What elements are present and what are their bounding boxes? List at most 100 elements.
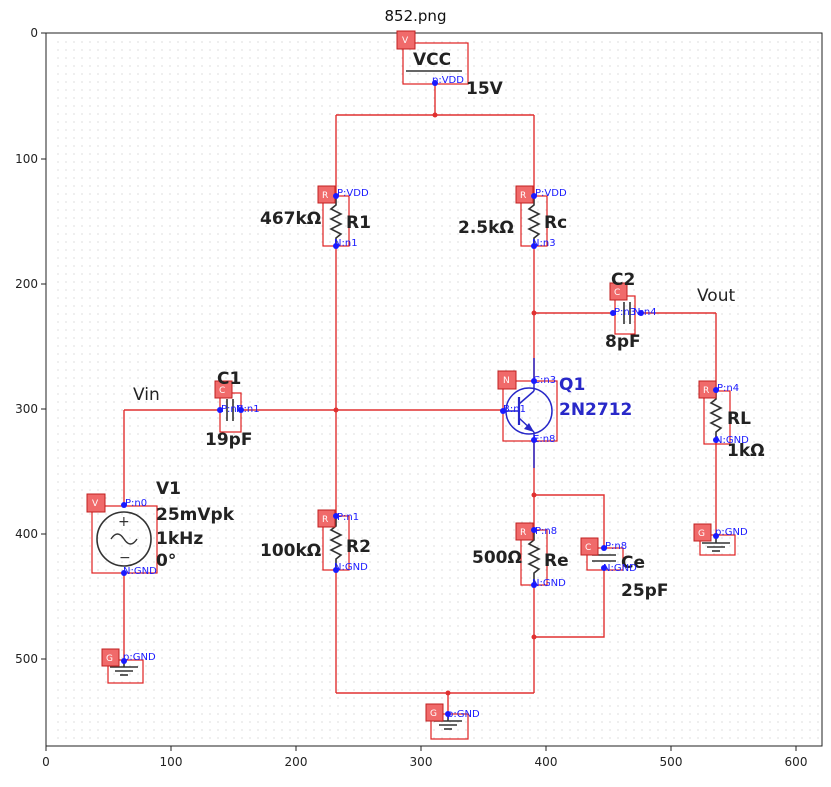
component-tag: C	[585, 543, 591, 553]
x-tick-label: 600	[785, 755, 808, 769]
component-tag: G	[106, 654, 113, 664]
x-tick-label: 200	[285, 755, 308, 769]
component-tag: V	[402, 36, 409, 46]
pin-label: N:GND	[334, 562, 368, 573]
junctions	[333, 112, 537, 696]
x-tick-label: 100	[160, 755, 183, 769]
q1-name: Q1	[559, 375, 585, 395]
y-tick-label: 500	[15, 652, 38, 666]
re-name: Re	[544, 551, 569, 571]
ground-symbol-rl: G p:GND	[693, 523, 748, 556]
y-tick-label: 100	[15, 152, 38, 166]
v1-phase: 0°	[156, 551, 176, 571]
rc-name: Rc	[544, 213, 567, 233]
component-tag: G	[698, 529, 705, 539]
dot-grid	[52, 38, 822, 746]
resistor-r1: R R1 467kΩ P:VDD N:n1	[260, 185, 371, 249]
plot-frame	[45, 32, 823, 747]
component-tag: R	[703, 386, 709, 396]
resistor-rc: R Rc 2.5kΩ P:VDD N:n3	[458, 185, 567, 249]
y-tick-label: 0	[30, 26, 38, 40]
pin-label: P:n8	[535, 526, 557, 537]
component-tag: C	[614, 288, 620, 298]
pin-label: P:n0	[221, 404, 243, 415]
pin-label: E:n8	[533, 434, 555, 445]
rl-value: 1kΩ	[727, 441, 765, 461]
pin-label: N:n3	[532, 238, 556, 249]
pin-label: N:GND	[532, 578, 566, 589]
component-tag: R	[322, 191, 328, 201]
resistor-re: R Re 500Ω P:n8 N:GND	[472, 522, 569, 589]
ce-value: 25pF	[621, 581, 668, 601]
pin-label: N:GND	[123, 566, 157, 577]
resistor-rl: R RL 1kΩ P:n4 N:GND	[698, 380, 765, 461]
pin-label: p:GND	[447, 709, 480, 720]
transistor-q1: N Q1 2N2712 C:n3 B:n1 E:n8	[497, 358, 632, 468]
voltage-source-v1: + − V V1 25mVpk 1kHz 0° P:n0 N:GND	[86, 479, 235, 577]
pin-label: N:n1	[236, 404, 260, 415]
pin-label: N:GND	[603, 563, 637, 574]
x-axis: 0 100 200 300 400 500 600	[42, 746, 807, 769]
svg-text:−: −	[119, 550, 131, 566]
resistor-r2: R R2 100kΩ P:n1 N:GND	[260, 509, 371, 573]
component-tag: C	[219, 386, 225, 396]
x-tick-label: 0	[42, 755, 50, 769]
pin-label: N:GND	[715, 435, 749, 446]
r2-value: 100kΩ	[260, 541, 321, 561]
x-tick-label: 500	[660, 755, 683, 769]
c1-value: 19pF	[205, 430, 252, 450]
pin-label: B:n1	[503, 404, 526, 415]
capacitor-c2: C C2 8pF P:n3 N:n4	[605, 270, 657, 352]
pin-label: P:n4	[717, 383, 739, 394]
ground-symbol-v1: G p:GND	[101, 648, 156, 684]
v1-name: V1	[156, 479, 181, 499]
pin-label: p:VDD	[432, 75, 464, 86]
vcc-source: V VCC 15V p:VDD	[396, 30, 504, 99]
pin-label: P:n0	[125, 498, 147, 509]
component-tag: V	[92, 499, 99, 509]
component-tag: R	[520, 528, 526, 538]
x-tick-label: 400	[535, 755, 558, 769]
r1-value: 467kΩ	[260, 209, 321, 229]
c2-name: C2	[611, 270, 635, 290]
q1-value: 2N2712	[559, 400, 632, 420]
rc-value: 2.5kΩ	[458, 218, 514, 238]
capacitor-ce: C Ce 25pF P:n8 N:GND	[580, 537, 668, 601]
pin-label: C:n3	[533, 375, 556, 386]
ce-name: Ce	[621, 553, 645, 573]
vcc-value: 15V	[466, 79, 504, 99]
x-tick-label: 300	[410, 755, 433, 769]
vcc-label: VCC	[413, 50, 451, 70]
vin-label: Vin	[133, 385, 160, 405]
pin-label: P:n1	[337, 512, 359, 523]
figure-title: 852.png	[384, 7, 447, 25]
component-tag: G	[430, 709, 437, 719]
pin-label: P:n8	[605, 541, 627, 552]
rl-name: RL	[727, 409, 751, 429]
r2-name: R2	[346, 537, 371, 557]
y-tick-label: 200	[15, 277, 38, 291]
y-tick-label: 400	[15, 527, 38, 541]
v1-amplitude: 25mVpk	[156, 505, 235, 525]
r1-name: R1	[346, 213, 371, 233]
svg-text:+: +	[118, 514, 130, 530]
pin-label: P:n3	[614, 307, 636, 318]
vout-label: Vout	[697, 286, 735, 306]
re-value: 500Ω	[472, 548, 522, 568]
pin-label: P:VDD	[535, 188, 567, 199]
pin-label: N:n1	[334, 238, 358, 249]
y-axis: 0 100 200 300 400 500	[15, 26, 46, 666]
component-tag: R	[520, 191, 526, 201]
component-tag: R	[322, 515, 328, 525]
v1-frequency: 1kHz	[156, 529, 203, 549]
c2-value: 8pF	[605, 332, 641, 352]
y-tick-label: 300	[15, 402, 38, 416]
c1-name: C1	[217, 369, 241, 389]
pin-label: p:GND	[715, 527, 748, 538]
pin-label: p:GND	[123, 652, 156, 663]
ground-symbol-bottom: G p:GND	[425, 703, 480, 740]
component-tag: N	[503, 376, 510, 386]
pin-label: P:VDD	[337, 188, 369, 199]
capacitor-c1: C C1 19pF P:n0 N:n1	[205, 369, 260, 450]
